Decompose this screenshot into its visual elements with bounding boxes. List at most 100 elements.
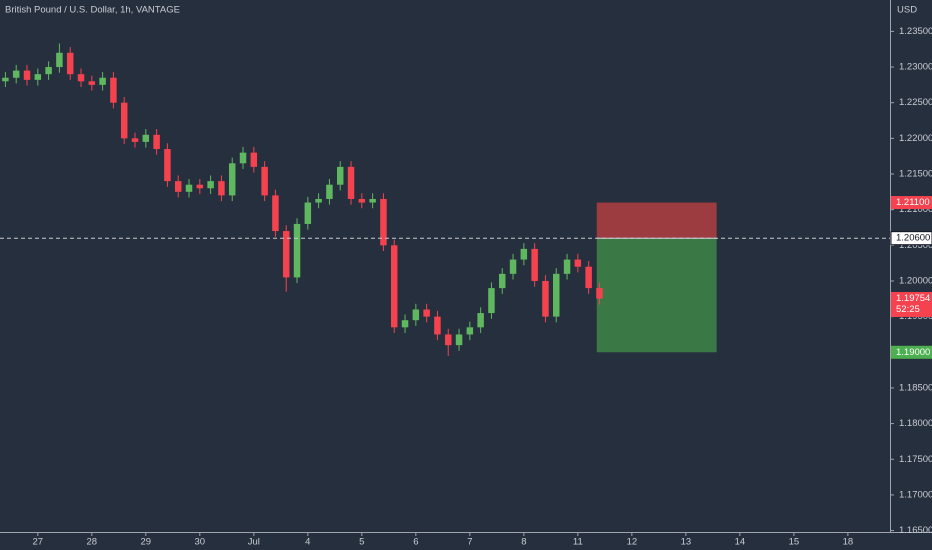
x-tick-label: 14 [735, 537, 746, 548]
y-tick-label: 1.23000 [899, 62, 932, 73]
candle-body [272, 195, 279, 232]
candle-body [423, 309, 430, 317]
candle-body [315, 198, 322, 203]
candle-body [207, 181, 214, 189]
y-tick-label: 1.17500 [899, 454, 932, 465]
candle-body [466, 327, 474, 335]
countdown-label: 52:25 [896, 304, 920, 315]
candle-body [99, 77, 106, 85]
candle-body [369, 198, 376, 203]
stop-price-box [891, 196, 932, 210]
y-tick-label: 1.17000 [899, 489, 932, 500]
candle-body [120, 102, 128, 139]
candle-body [34, 74, 42, 80]
candle-body [390, 245, 398, 328]
candle-body [488, 288, 495, 314]
currency-label: USD [897, 5, 917, 16]
candle-body [553, 273, 560, 317]
candle-body [66, 52, 74, 75]
candle-body [174, 181, 182, 192]
candle-body [401, 320, 409, 328]
y-tick-label: 1.18500 [899, 382, 932, 393]
candle-body [56, 52, 63, 68]
y-tick-label: 1.21500 [899, 169, 932, 180]
candle-body [196, 184, 204, 189]
x-tick-label: 28 [87, 537, 98, 548]
candle-body [110, 77, 117, 103]
candle-body [326, 184, 333, 199]
last-price-box [891, 292, 932, 318]
x-tick-label: 5 [359, 537, 364, 548]
candle-body [164, 149, 171, 182]
candle-body [239, 152, 247, 164]
candle-body [153, 134, 160, 150]
y-tick-label: 1.22500 [899, 97, 932, 108]
x-tick-label: 6 [413, 537, 418, 548]
x-tick-label: 7 [467, 537, 472, 548]
candle-body [12, 70, 20, 78]
y-tick-label: 1.21000 [899, 204, 932, 215]
candle-body [542, 280, 549, 317]
candle-body [218, 181, 225, 196]
candle-body [412, 309, 420, 321]
candle-body [304, 202, 312, 224]
candle-body [358, 198, 366, 203]
x-tick-label: 11 [573, 537, 583, 548]
y-tick-label: 1.18000 [899, 418, 932, 429]
entry-price-box [890, 231, 932, 246]
candle-body [77, 74, 85, 82]
candle-body [282, 231, 290, 278]
target-price-label: 1.19000 [896, 347, 930, 358]
candle-body [261, 166, 268, 196]
candle-body [574, 259, 582, 267]
x-tick-label: 8 [521, 537, 526, 548]
candle-body [563, 259, 571, 274]
entry-price-label: 1.20600 [896, 233, 930, 244]
last-price-label: 1.19754 [896, 293, 930, 304]
candle-body [336, 166, 344, 185]
x-tick-label: Jul [248, 537, 260, 548]
target-zone [596, 238, 717, 353]
candle-body [228, 163, 236, 196]
candle-body [455, 334, 463, 346]
candle-body [2, 77, 9, 82]
stop-zone [596, 202, 717, 239]
x-tick-label: 27 [33, 537, 44, 548]
candle-body [45, 67, 52, 75]
candle-body [250, 152, 258, 167]
target-price-box [891, 345, 932, 359]
y-tick-label: 1.16500 [899, 525, 932, 536]
y-tick-label: 1.20500 [899, 240, 932, 251]
candle-body [596, 288, 603, 299]
candle-body [585, 266, 592, 289]
candle-body [380, 198, 387, 246]
x-tick-label: 29 [141, 537, 152, 548]
candle-body [531, 248, 538, 281]
x-tick-label: 12 [627, 537, 638, 548]
x-tick-label: 4 [305, 537, 310, 548]
candle-body [293, 223, 301, 278]
chart-title: British Pound / U.S. Dollar, 1h, VANTAGE [5, 5, 180, 16]
candle-body [347, 166, 355, 199]
candle-body [520, 248, 528, 260]
candle-body [499, 273, 506, 289]
candle-body [131, 138, 139, 142]
y-tick-label: 1.23500 [899, 26, 932, 37]
candle-body [88, 81, 96, 85]
stop-price-label: 1.21100 [896, 197, 930, 208]
candle-body [185, 184, 193, 192]
candle-body [142, 134, 150, 142]
y-tick-label: 1.22000 [899, 133, 932, 144]
candle-body [23, 70, 31, 80]
x-tick-label: 18 [843, 537, 854, 548]
candle-body [477, 313, 484, 328]
candle-body [434, 316, 441, 335]
x-tick-label: 30 [195, 537, 206, 548]
y-tick-label: 1.20000 [899, 275, 932, 286]
candle-body [509, 259, 517, 274]
candle-body [445, 334, 452, 346]
x-tick-label: 15 [789, 537, 800, 548]
